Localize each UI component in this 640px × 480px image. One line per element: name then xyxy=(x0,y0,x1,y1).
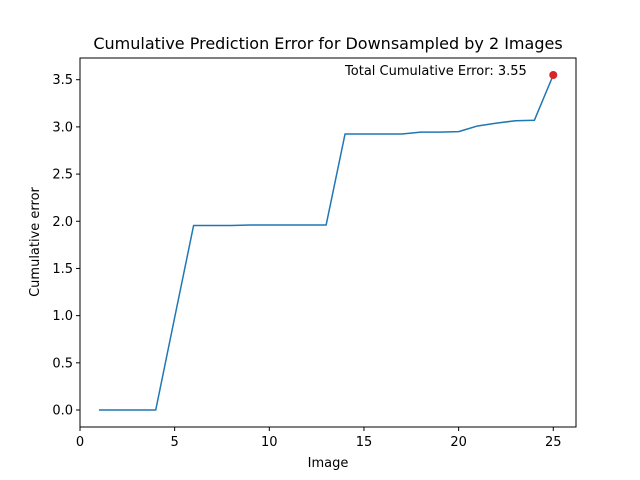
final-point-marker xyxy=(549,70,558,79)
y-tick-label: 1.0 xyxy=(52,309,73,324)
highlight-layer xyxy=(549,70,558,79)
y-axis: 0.0 0.5 1.0 1.5 2.0 2.5 3.0 3.5 xyxy=(52,73,80,419)
series-layer xyxy=(98,74,554,411)
x-axis: 0 5 10 15 20 25 xyxy=(76,427,562,450)
y-axis-label: Cumulative error xyxy=(28,186,43,296)
y-tick-label: 2.0 xyxy=(52,215,73,230)
y-tick-label: 0.0 xyxy=(52,404,73,419)
y-tick-label: 3.5 xyxy=(52,73,73,88)
series-line xyxy=(98,74,554,411)
x-tick-label: 0 xyxy=(76,435,84,450)
chart-title: Cumulative Prediction Error for Downsamp… xyxy=(93,34,562,53)
y-tick-label: 0.5 xyxy=(52,356,73,371)
total-error-annotation: Total Cumulative Error: 3.55 xyxy=(344,64,527,79)
y-tick-label: 1.5 xyxy=(52,262,73,277)
x-tick-label: 20 xyxy=(450,435,467,450)
x-tick-label: 10 xyxy=(261,435,278,450)
x-axis-label: Image xyxy=(308,456,349,471)
y-tick-label: 2.5 xyxy=(52,168,73,183)
y-tick-label: 3.0 xyxy=(52,120,73,135)
x-tick-label: 15 xyxy=(356,435,373,450)
plot-area-frame xyxy=(79,57,577,428)
x-tick-label: 25 xyxy=(545,435,562,450)
x-tick-label: 5 xyxy=(171,435,179,450)
